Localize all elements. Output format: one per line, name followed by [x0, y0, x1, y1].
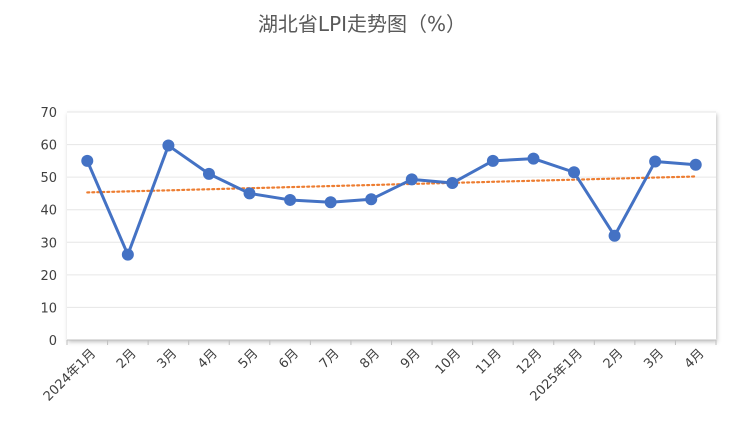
trendline — [86, 175, 697, 194]
data-point — [202, 167, 215, 180]
y-tick-label: 40 — [40, 204, 57, 219]
x-tick-label: 4月 — [682, 346, 708, 372]
y-tick-label: 10 — [40, 301, 57, 316]
x-tick-label: 2月 — [114, 346, 140, 372]
data-point — [608, 229, 621, 242]
x-tick-label: 7月 — [317, 346, 343, 372]
x-tick-label: 12月 — [514, 346, 545, 377]
x-tick-label: 4月 — [195, 346, 221, 372]
y-tick-label: 20 — [40, 269, 57, 284]
data-point — [324, 196, 337, 209]
data-point — [81, 154, 94, 167]
data-point — [284, 193, 297, 206]
data-point — [486, 154, 499, 167]
data-point — [365, 193, 378, 206]
chart-title: 湖北省LPI走势图（%） — [258, 12, 466, 36]
data-point — [527, 152, 540, 165]
x-tick-label: 6月 — [276, 346, 302, 372]
series-line — [85, 144, 696, 257]
data-point — [243, 187, 256, 200]
x-tick-label: 11月 — [473, 346, 504, 377]
x-tick-label: 8月 — [357, 346, 383, 372]
x-tick-label: 3月 — [155, 346, 181, 372]
x-tick-label: 5月 — [236, 346, 262, 372]
data-point — [121, 248, 134, 261]
y-tick-label: 50 — [40, 171, 57, 186]
data-point — [446, 177, 459, 190]
x-tick-label: 3月 — [641, 346, 667, 372]
x-tick-label: 9月 — [398, 346, 424, 372]
data-point — [405, 173, 418, 186]
y-tick-label: 30 — [40, 236, 57, 251]
plot-area: 0 10 20 30 40 50 60 70 2024年1月 2月 3月 4月 5月 6月 7月 8月 9月 10… — [40, 106, 717, 404]
y-tick-label: 0 — [49, 334, 57, 349]
data-point — [568, 166, 581, 179]
y-tick-label: 70 — [40, 106, 57, 121]
data-point — [689, 158, 702, 171]
y-tick-label: 60 — [40, 139, 57, 154]
data-point — [162, 139, 175, 152]
x-tick-label: 10月 — [433, 346, 464, 377]
x-tick-label: 2月 — [601, 346, 627, 372]
data-point — [649, 155, 662, 168]
x-tick-label: 2024年1月 — [41, 346, 99, 404]
